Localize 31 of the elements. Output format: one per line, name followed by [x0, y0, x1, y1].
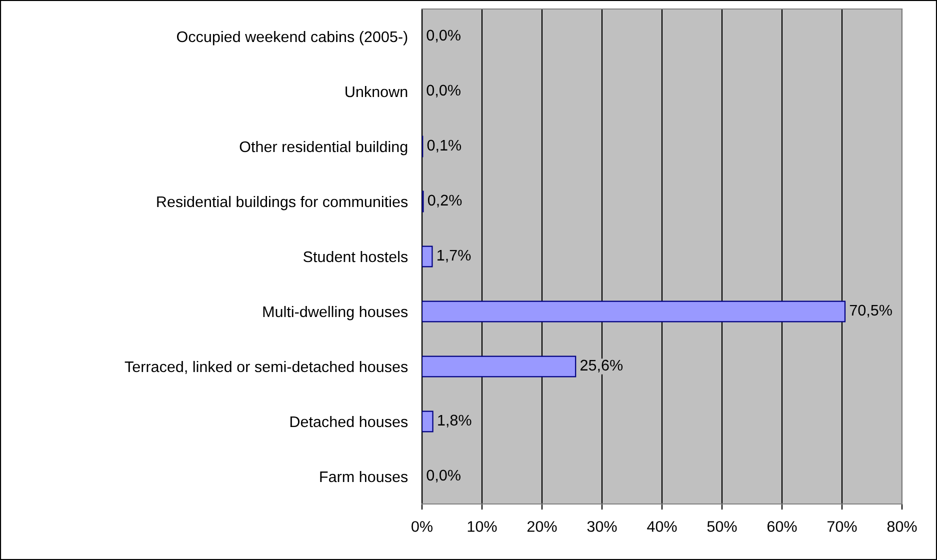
- data-label: 0,1%: [427, 140, 462, 152]
- bar: [422, 356, 576, 378]
- x-tick-label: 10%: [468, 521, 497, 532]
- x-tick-label: 60%: [767, 521, 797, 532]
- x-tick-label: 50%: [707, 521, 737, 532]
- data-label: 0,2%: [428, 194, 462, 208]
- y-tick-label: Student hostels: [303, 250, 408, 262]
- x-tick-label: 80%: [887, 521, 917, 532]
- y-tick-label: Residential buildings for communities: [157, 196, 408, 210]
- data-label: 0,0%: [426, 470, 460, 482]
- x-tick-label: 0%: [412, 521, 432, 532]
- y-tick-label: Detached houses: [290, 416, 408, 428]
- data-label: 70,5%: [850, 304, 892, 318]
- x-tick-label: 20%: [527, 521, 557, 532]
- x-tick-label: 70%: [827, 521, 857, 532]
- bar: [422, 300, 846, 322]
- x-tick-label: 40%: [647, 521, 677, 532]
- y-tick-label: Occupied weekend cabins (2005-): [177, 30, 408, 46]
- y-tick-label: Unknown: [346, 86, 408, 98]
- bar: [422, 410, 434, 432]
- x-tick-label: 30%: [587, 521, 617, 532]
- data-label: 1,7%: [438, 250, 471, 262]
- data-label: 25,6%: [580, 360, 623, 372]
- bar: [422, 246, 433, 268]
- data-label: 1,8%: [438, 414, 472, 428]
- y-tick-label: Terraced, linked or semi-detached houses: [124, 360, 408, 374]
- data-label: 0,0%: [426, 84, 460, 98]
- y-tick-label: Farm houses: [320, 470, 408, 482]
- data-label: 0,0%: [426, 30, 460, 42]
- y-tick-label: Multi-dwelling houses: [263, 306, 408, 320]
- y-tick-label: Other residential building: [240, 140, 408, 156]
